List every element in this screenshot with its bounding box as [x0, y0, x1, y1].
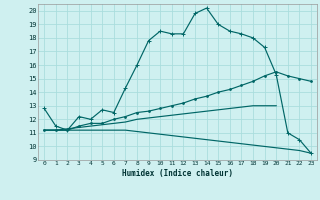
X-axis label: Humidex (Indice chaleur): Humidex (Indice chaleur): [122, 169, 233, 178]
